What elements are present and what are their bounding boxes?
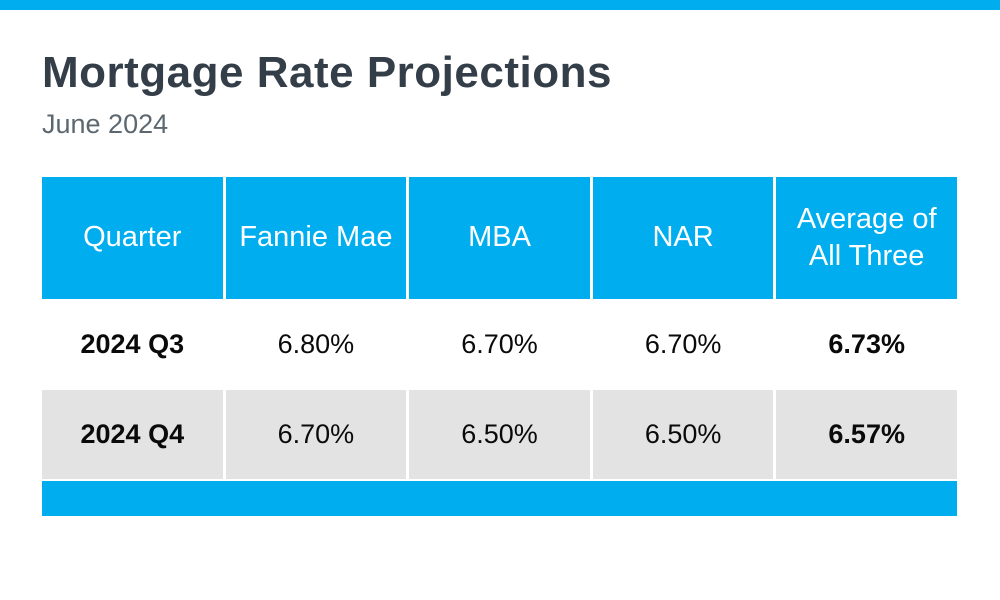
cell-q3-mba: 6.70% [409, 298, 590, 390]
top-accent-bar [0, 0, 1000, 10]
rate-table-grid: Quarter Fannie Mae MBA NAR Average of Al… [42, 176, 957, 390]
cell-q4-fannie-mae: 6.70% [225, 389, 407, 479]
cell-q4-average: 6.57% [776, 389, 957, 479]
mortgage-rate-table: Quarter Fannie Mae MBA NAR Average of Al… [42, 176, 957, 516]
cell-q3-average: 6.73% [776, 298, 957, 390]
page-title: Mortgage Rate Projections [42, 48, 612, 97]
column-header-mba: MBA [409, 176, 590, 299]
column-header-average: Average of All Three [776, 176, 957, 299]
cell-q4-quarter: 2024 Q4 [42, 389, 223, 479]
table-footer-accent-bar [42, 480, 957, 516]
cell-q3-quarter: 2024 Q3 [42, 298, 223, 390]
column-header-fannie-mae: Fannie Mae [225, 176, 407, 299]
cell-q3-nar: 6.70% [592, 298, 774, 390]
page-header: Mortgage Rate Projections June 2024 [42, 48, 957, 140]
page-subtitle: June 2024 [42, 108, 169, 139]
cell-q4-nar: 6.50% [592, 389, 774, 479]
column-header-quarter: Quarter [42, 176, 223, 299]
cell-q4-mba: 6.50% [409, 389, 590, 479]
cell-q3-fannie-mae: 6.80% [225, 298, 407, 390]
column-header-nar: NAR [592, 176, 774, 299]
rate-table-grid-alt-row: 2024 Q4 6.70% 6.50% 6.50% 6.57% [42, 389, 957, 479]
